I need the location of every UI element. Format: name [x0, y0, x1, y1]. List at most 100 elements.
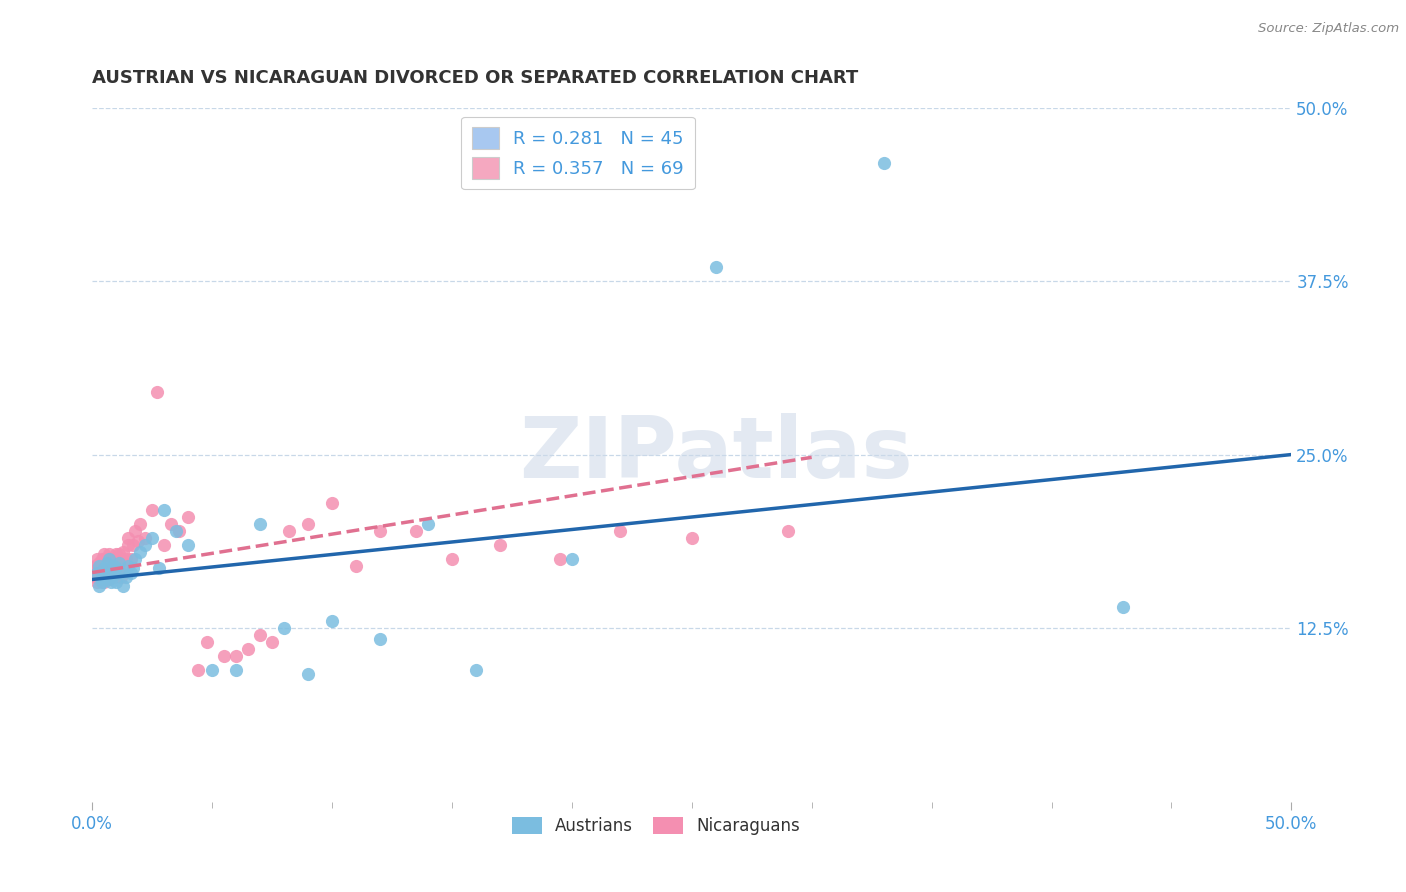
Point — [93, 558, 115, 573]
Point — [160, 516, 183, 531]
Point — [260, 635, 283, 649]
Point — [124, 524, 146, 538]
Point — [103, 558, 125, 573]
Point — [90, 575, 112, 590]
Point — [98, 556, 121, 570]
Point — [321, 614, 343, 628]
Point — [103, 551, 125, 566]
Point — [368, 632, 391, 647]
Point — [134, 538, 156, 552]
Point — [127, 533, 149, 548]
Point — [110, 566, 132, 580]
Point — [107, 556, 129, 570]
Point — [96, 568, 118, 582]
Point — [681, 531, 703, 545]
Point — [704, 260, 727, 274]
Point — [86, 561, 108, 575]
Point — [98, 573, 121, 587]
Point — [440, 551, 463, 566]
Point — [277, 524, 299, 538]
Point — [90, 570, 112, 584]
Point — [249, 628, 271, 642]
Point — [273, 621, 295, 635]
Text: ZIPatlas: ZIPatlas — [519, 413, 912, 496]
Point — [112, 561, 135, 575]
Point — [225, 663, 247, 677]
Point — [112, 579, 135, 593]
Point — [105, 561, 128, 575]
Point — [110, 570, 132, 584]
Point — [609, 524, 631, 538]
Point — [100, 561, 122, 575]
Point — [96, 561, 118, 575]
Point — [148, 561, 170, 575]
Point — [89, 558, 111, 573]
Point — [201, 663, 224, 677]
Text: AUSTRIAN VS NICARAGUAN DIVORCED OR SEPARATED CORRELATION CHART: AUSTRIAN VS NICARAGUAN DIVORCED OR SEPAR… — [93, 69, 859, 87]
Point — [100, 566, 122, 580]
Point — [129, 545, 152, 559]
Point — [561, 551, 583, 566]
Point — [249, 516, 271, 531]
Text: Source: ZipAtlas.com: Source: ZipAtlas.com — [1258, 22, 1399, 36]
Point — [297, 666, 319, 681]
Point — [89, 579, 111, 593]
Point — [124, 551, 146, 566]
Point — [86, 566, 108, 580]
Point — [129, 516, 152, 531]
Point — [105, 548, 128, 562]
Point — [105, 566, 128, 580]
Point — [103, 568, 125, 582]
Point — [93, 566, 115, 580]
Point — [93, 573, 115, 587]
Point — [146, 385, 169, 400]
Point — [110, 551, 132, 566]
Point — [297, 516, 319, 531]
Point — [93, 561, 115, 575]
Point — [89, 566, 111, 580]
Point — [114, 551, 136, 566]
Point — [89, 556, 111, 570]
Point — [177, 538, 200, 552]
Point — [103, 570, 125, 584]
Point — [96, 568, 118, 582]
Point — [83, 570, 105, 584]
Point — [98, 573, 121, 587]
Point — [93, 575, 115, 590]
Point — [83, 558, 105, 573]
Point — [187, 663, 209, 677]
Point — [236, 641, 259, 656]
Point — [100, 566, 122, 580]
Point — [100, 556, 122, 570]
Point — [100, 575, 122, 590]
Point — [105, 575, 128, 590]
Point — [90, 561, 112, 575]
Point — [225, 648, 247, 663]
Point — [464, 663, 486, 677]
Point — [212, 648, 235, 663]
Point — [167, 524, 190, 538]
Point — [86, 575, 108, 590]
Point — [96, 551, 118, 566]
Point — [165, 524, 187, 538]
Point — [548, 551, 571, 566]
Point — [107, 561, 129, 575]
Point — [141, 503, 163, 517]
Point — [153, 538, 176, 552]
Point — [120, 551, 142, 566]
Point — [93, 548, 115, 562]
Point — [122, 538, 145, 552]
Point — [98, 548, 121, 562]
Point — [368, 524, 391, 538]
Point — [117, 531, 139, 545]
Point — [195, 635, 218, 649]
Point — [120, 566, 142, 580]
Point — [153, 503, 176, 517]
Legend: Austrians, Nicaraguans: Austrians, Nicaraguans — [505, 810, 807, 842]
Point — [872, 156, 894, 170]
Point — [112, 545, 135, 559]
Point — [98, 551, 121, 566]
Point — [344, 558, 367, 573]
Point — [90, 551, 112, 566]
Point — [122, 561, 145, 575]
